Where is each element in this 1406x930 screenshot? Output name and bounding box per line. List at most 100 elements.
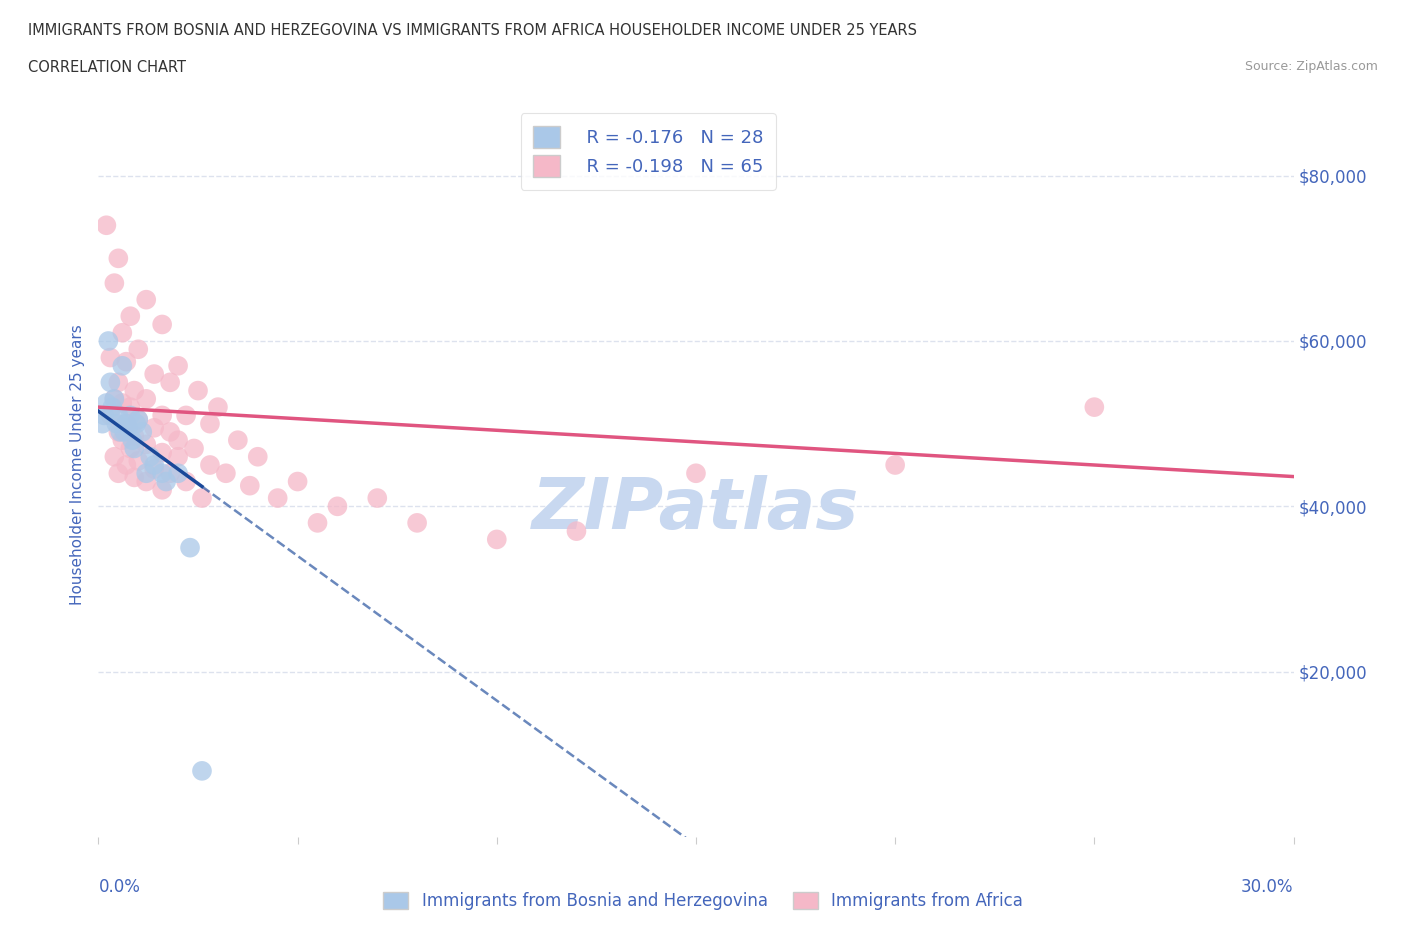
Point [111,432,134,447]
Point [115,417,138,432]
Point [366,491,388,506]
Point [131,424,153,439]
Point [96,218,118,232]
Point [150,317,173,332]
Point [159,424,181,439]
Point [124,441,146,456]
Point [121,432,143,447]
Point [159,466,181,481]
Point [159,375,181,390]
Point [111,395,134,410]
Point [150,466,173,481]
Point [112,424,135,439]
Point [191,491,214,506]
Text: ZIPatlas: ZIPatlas [533,475,859,544]
Point [167,432,190,447]
Point [179,540,201,555]
Point [120,400,142,415]
Point [287,474,309,489]
Point [167,358,190,373]
Point [98,408,122,423]
Point [117,420,139,435]
Point [685,466,707,481]
Point [884,458,907,472]
Text: CORRELATION CHART: CORRELATION CHART [28,60,186,75]
Point [326,498,349,513]
Point [174,408,197,423]
Point [103,449,125,464]
Point [111,326,134,340]
Point [167,449,190,464]
Point [105,417,128,432]
Point [150,483,173,498]
Point [135,466,157,481]
Point [115,354,138,369]
Point [127,412,149,427]
Y-axis label: Householder Income Under 25 years: Householder Income Under 25 years [69,325,84,605]
Point [150,408,173,423]
Point [215,466,238,481]
Point [107,375,129,390]
Point [107,424,129,439]
Point [406,515,429,530]
Point [167,466,190,481]
Point [115,458,138,472]
Point [98,375,122,390]
Point [198,458,221,472]
Point [120,309,142,324]
Point [127,454,149,469]
Point [135,392,157,406]
Point [143,458,166,472]
Point [183,441,205,456]
Text: Source: ZipAtlas.com: Source: ZipAtlas.com [1244,60,1378,73]
Point [150,445,173,460]
Point [174,474,197,489]
Point [124,383,146,398]
Point [127,412,149,427]
Point [135,474,157,489]
Point [239,478,262,493]
Point [120,408,142,423]
Point [139,449,162,464]
Point [111,358,134,373]
Point [101,400,124,415]
Point [1083,400,1105,415]
Point [96,395,118,410]
Point [485,532,508,547]
Point [103,392,125,406]
Point [97,334,120,349]
Point [246,449,269,464]
Point [93,408,115,423]
Text: 0.0%: 0.0% [98,878,141,896]
Point [124,429,146,444]
Point [187,383,209,398]
Point [267,491,290,506]
Point [120,441,142,456]
Point [565,524,588,538]
Point [135,437,157,452]
Point [103,275,125,290]
Point [191,764,214,778]
Point [103,392,125,406]
Point [155,474,177,489]
Point [125,417,148,432]
Point [91,417,114,432]
Text: IMMIGRANTS FROM BOSNIA AND HERZEGOVINA VS IMMIGRANTS FROM AFRICA HOUSEHOLDER INC: IMMIGRANTS FROM BOSNIA AND HERZEGOVINA V… [28,23,917,38]
Point [127,342,149,357]
Point [143,366,166,381]
Point [226,432,249,447]
Point [307,515,329,530]
Point [143,420,166,435]
Point [107,251,129,266]
Point [198,417,221,432]
Point [143,461,166,476]
Point [207,400,229,415]
Point [115,417,138,432]
Point [135,292,157,307]
Point [107,408,129,423]
Point [98,350,122,365]
Point [107,466,129,481]
Point [124,470,146,485]
Point [110,424,132,439]
Text: 30.0%: 30.0% [1241,878,1294,896]
